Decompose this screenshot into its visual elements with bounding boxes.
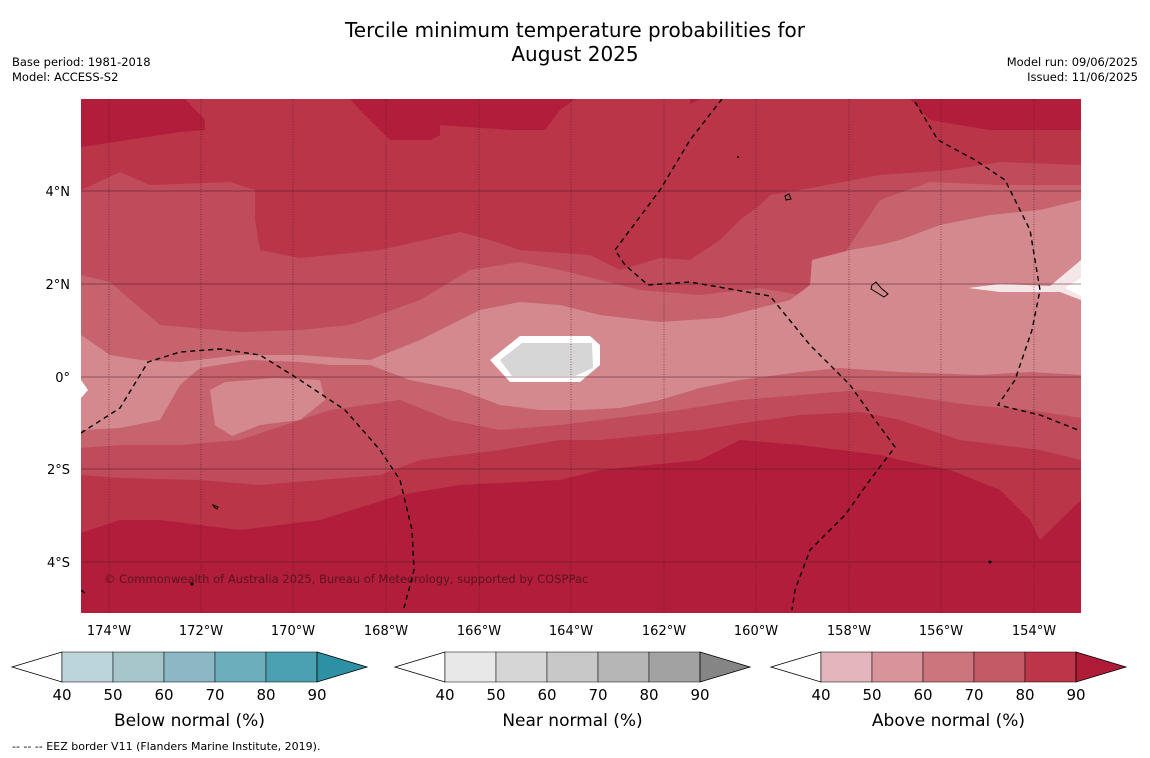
island-dot (988, 560, 992, 564)
island-dot (190, 582, 194, 586)
colorbar-segment (820, 651, 873, 683)
colorbar-tick: 60 (913, 686, 932, 704)
low-probability-west (81, 380, 88, 398)
longitude-label: 158°W (827, 624, 871, 639)
colorbar-tick: 80 (256, 686, 275, 704)
longitude-label: 172°W (179, 624, 223, 639)
colorbar-tick: 90 (1066, 686, 1085, 704)
colorbar-under-triangle (10, 651, 63, 683)
colorbar-segment (265, 651, 318, 683)
colorbar-segment (61, 651, 114, 683)
eez-borders (81, 99, 1079, 611)
latitude-label: 4°S (47, 556, 70, 571)
island-outline (870, 281, 889, 298)
island-outline (211, 504, 219, 510)
latitude-label: 2°N (46, 278, 71, 293)
colorbar-tick: 40 (52, 686, 71, 704)
longitude-label: 162°W (642, 624, 686, 639)
low-probability-east-2 (1065, 278, 1081, 296)
latitude-label: 2°S (47, 463, 70, 478)
colorbar-tick: 70 (588, 686, 607, 704)
longitude-label: 166°W (457, 624, 501, 639)
graticule (81, 99, 1081, 613)
colorbar-segment (1024, 651, 1077, 683)
colorbar-title: Above normal (%) (872, 711, 1025, 731)
colorbar-tick: 50 (103, 686, 122, 704)
eez-border-east (914, 101, 1079, 431)
colorbar-over-triangle (316, 651, 369, 683)
colorbar-tick: 80 (1015, 686, 1034, 704)
colorbar-segment (495, 651, 548, 683)
latitude-label: 4°N (46, 185, 71, 200)
model-run: Model run: 09/06/2025 (1006, 55, 1138, 69)
contour-above-50-blob (210, 378, 325, 436)
colorbar-segment (214, 651, 267, 683)
eez-footnote: -- -- -- EEZ border V11 (Flanders Marine… (12, 740, 321, 753)
colorbar-segment (112, 651, 165, 683)
colorbar-under-triangle (393, 651, 446, 683)
colorbar-tick: 40 (435, 686, 454, 704)
colorbar-segment (871, 651, 924, 683)
colorbar-segment (597, 651, 650, 683)
colorbar-title: Near normal (%) (502, 711, 642, 731)
latitude-labels: 4°N 2°N 0° 2°S 4°S (46, 185, 71, 571)
colorbar-under-triangle (769, 651, 822, 683)
island-dot (737, 156, 739, 158)
meta-right: Model run: 09/06/2025 Issued: 11/06/2025 (1007, 55, 1138, 85)
contour-above-50 (81, 200, 1081, 430)
colorbar-segment (546, 651, 599, 683)
island-outline (784, 193, 792, 201)
colorbar-tick: 60 (537, 686, 556, 704)
latitude-label: 0° (55, 371, 70, 386)
colorbar-segment (973, 651, 1026, 683)
colorbar-segment (922, 651, 975, 683)
colorbar-tick: 50 (486, 686, 505, 704)
meta-left: Base period: 1981-2018 Model: ACCESS-S2 (12, 55, 151, 85)
longitude-label: 168°W (364, 624, 408, 639)
eez-border-sw (81, 589, 87, 595)
colorbar-segment (444, 651, 497, 683)
longitude-label: 160°W (734, 624, 778, 639)
colorbar: 40 50 60 70 80 90 Near normal (%) (393, 651, 752, 731)
colorbar-tick: 60 (154, 686, 173, 704)
probability-field (81, 99, 1081, 613)
colorbar-title: Below normal (%) (114, 711, 265, 731)
title-line-2: August 2025 (511, 42, 639, 66)
longitude-label: 154°W (1012, 624, 1056, 639)
colorbar-segment (163, 651, 216, 683)
colorbar-tick: 40 (811, 686, 830, 704)
colorbar-over-triangle (699, 651, 752, 683)
base-period: Base period: 1981-2018 (12, 55, 151, 69)
colorbar-over-triangle (1075, 651, 1128, 683)
colorbar: 40 50 60 70 80 90 Above normal (%) (769, 651, 1128, 731)
colorbar-tick: 70 (964, 686, 983, 704)
colorbar-tick: 80 (639, 686, 658, 704)
eez-border-west (81, 348, 415, 609)
colorbar: 40 50 60 70 80 90 Below normal (%) (10, 651, 369, 731)
model-name: Model: ACCESS-S2 (12, 70, 119, 84)
longitude-label: 170°W (271, 624, 315, 639)
longitude-label: 156°W (919, 624, 963, 639)
issued-date: Issued: 11/06/2025 (1027, 70, 1138, 84)
longitude-label: 164°W (549, 624, 593, 639)
colorbar-tick: 90 (690, 686, 709, 704)
colorbar-segment (648, 651, 701, 683)
map-title: Tercile minimum temperature probabilitie… (275, 18, 875, 66)
colorbar-tick: 70 (205, 686, 224, 704)
colorbar-tick: 90 (307, 686, 326, 704)
colorbar-tick: 50 (862, 686, 881, 704)
colorbars: 40 50 60 70 80 90 Below normal (%) 40 50 60 70 80 90… (10, 651, 1128, 731)
longitude-label: 174°W (87, 624, 131, 639)
longitude-labels: 174°W 172°W 170°W 168°W 166°W 164°W 162°W 160°W… (87, 624, 1056, 639)
title-line-1: Tercile minimum temperature probabilitie… (344, 18, 806, 42)
copyright-notice: © Commonwealth of Australia 2025, Bureau… (104, 572, 588, 586)
low-probability-east (968, 260, 1081, 300)
near-normal-50-patch (500, 343, 593, 376)
